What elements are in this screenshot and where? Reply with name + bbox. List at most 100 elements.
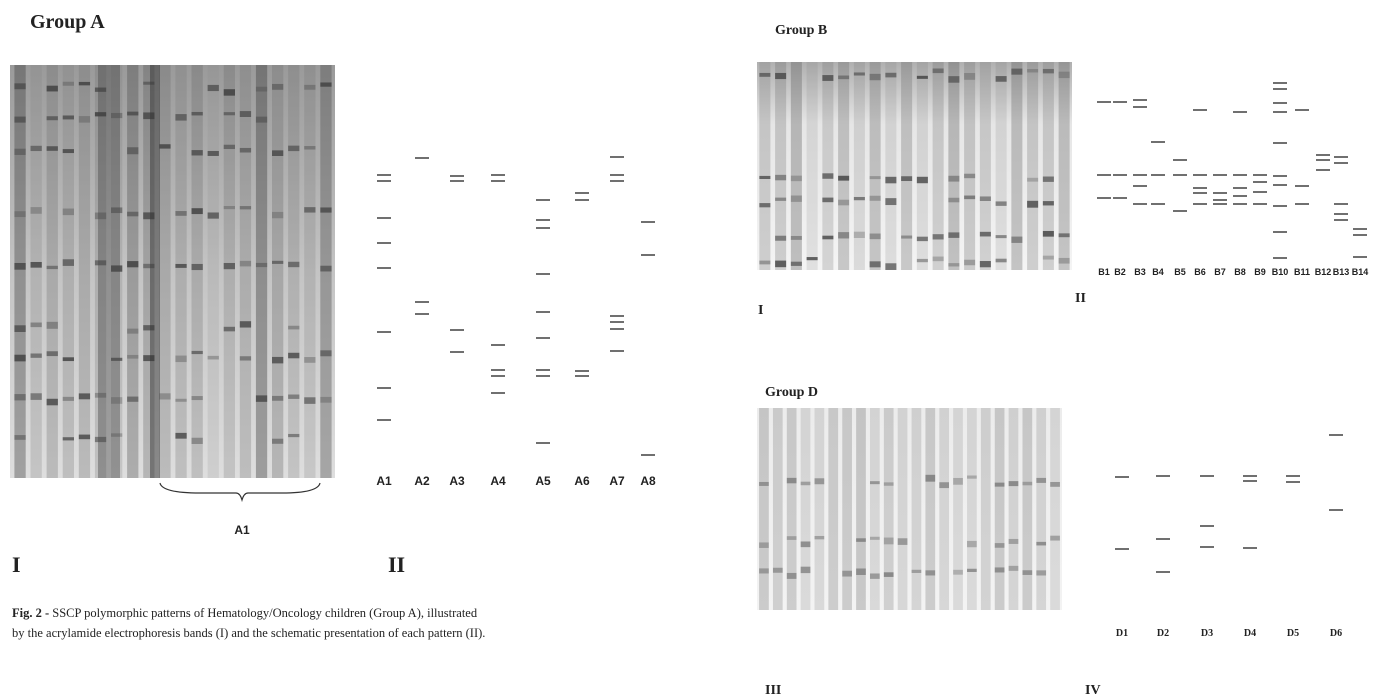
gel-band <box>223 326 235 332</box>
gel-lane <box>1027 62 1039 270</box>
gel-band <box>806 257 818 261</box>
gel-band <box>916 176 928 184</box>
gel-band <box>46 351 58 357</box>
gel-band <box>320 82 332 87</box>
gel-band <box>822 197 834 203</box>
gel-band <box>885 176 897 184</box>
gel-lane <box>772 408 783 610</box>
gel-band <box>46 321 58 329</box>
gel-band <box>1011 68 1023 75</box>
gel-band <box>901 235 913 239</box>
gel-lane <box>159 65 171 478</box>
gel-band <box>800 481 811 486</box>
gel-band <box>320 265 332 272</box>
lane-label: D2 <box>1157 628 1169 639</box>
gel-band <box>1027 177 1039 182</box>
gel-band <box>869 195 881 201</box>
gel-band <box>304 207 316 213</box>
gel-band <box>1008 538 1019 544</box>
panel-label: IV <box>1085 683 1101 698</box>
gel-band <box>94 260 107 266</box>
lane-label: A7 <box>609 474 625 488</box>
gel-band <box>30 322 42 328</box>
panel-label: I <box>12 552 21 577</box>
gel-band <box>759 568 769 574</box>
gel-band <box>320 207 332 213</box>
gel-band <box>995 258 1007 263</box>
gel-band <box>994 567 1005 573</box>
gel-lane <box>223 65 235 478</box>
gel-b-lanes <box>759 62 1070 270</box>
gel-lane <box>775 62 787 270</box>
gel-band <box>759 542 769 548</box>
lane-label: D5 <box>1287 628 1299 639</box>
brace <box>159 482 321 503</box>
gel-band <box>842 570 852 577</box>
gel-band <box>94 436 107 443</box>
gel-lane <box>953 408 963 610</box>
gel-lane <box>288 65 300 478</box>
gel-band <box>272 150 284 156</box>
gel-lane <box>901 62 913 270</box>
gel-band <box>853 231 865 239</box>
gel-band <box>143 81 155 85</box>
gel-band <box>320 350 332 357</box>
lane-label: B4 <box>1152 267 1164 277</box>
lane-label: A6 <box>574 474 590 488</box>
gel-band <box>239 260 252 267</box>
caption-line: by the acrylamide electrophoresis bands … <box>12 626 485 640</box>
gel-band <box>853 196 865 201</box>
gel-lane <box>838 62 850 270</box>
gel-band <box>814 535 825 540</box>
gel-band <box>1027 200 1039 208</box>
gel-band <box>800 541 811 548</box>
lane-label: A2 <box>414 474 430 488</box>
gel-band <box>304 357 316 363</box>
group-d-title: Group D <box>765 385 818 400</box>
gel-lane <box>1011 62 1023 270</box>
gel-lane <box>932 62 944 270</box>
gel-band <box>239 206 252 210</box>
gel-band <box>14 148 26 155</box>
lane-label: A5 <box>535 474 551 488</box>
gel-band <box>885 263 897 270</box>
gel-band <box>30 353 42 358</box>
gel-band <box>62 437 74 441</box>
gel-band <box>175 114 187 121</box>
lane-label: B3 <box>1134 267 1146 277</box>
gel-band <box>995 76 1007 82</box>
gel-band <box>1042 201 1054 206</box>
gel-a <box>10 65 335 478</box>
gel-band <box>838 232 850 239</box>
gel-band <box>786 536 797 540</box>
schematic-a: A1 A2 A3 A4 A5 A6 A7 A8 <box>376 156 656 488</box>
gel-band <box>1058 233 1070 238</box>
gel-lane <box>994 408 1005 610</box>
lane-label: B6 <box>1194 267 1206 277</box>
gel-band <box>869 176 881 180</box>
gel-lane <box>939 408 950 610</box>
gel-band <box>143 263 155 269</box>
schematic-b: B1 B2 B3 B4 B5 B6 B7 B8 B9 B10 B11 B12 B13 B14 <box>1097 82 1368 277</box>
gel-band <box>127 261 139 268</box>
gel-band <box>14 83 26 90</box>
gel-band <box>94 112 107 117</box>
gel-lane <box>806 62 818 270</box>
gel-lane <box>127 65 139 478</box>
gel-band <box>856 568 866 575</box>
gel-band <box>897 538 908 545</box>
gel-lane <box>964 62 976 270</box>
gel-lane <box>979 62 991 270</box>
gel-lane <box>869 62 881 270</box>
gel-band <box>272 438 284 444</box>
gel-band <box>853 72 865 76</box>
gel-band <box>14 262 26 270</box>
gel-band <box>790 235 802 240</box>
gel-band <box>1050 535 1060 541</box>
gel-d-lanes <box>759 408 1060 610</box>
gel-band <box>62 396 74 401</box>
gel-lane <box>30 65 42 478</box>
gel-band <box>207 355 219 360</box>
gel-band <box>175 432 187 439</box>
lane-label: D1 <box>1116 628 1128 639</box>
